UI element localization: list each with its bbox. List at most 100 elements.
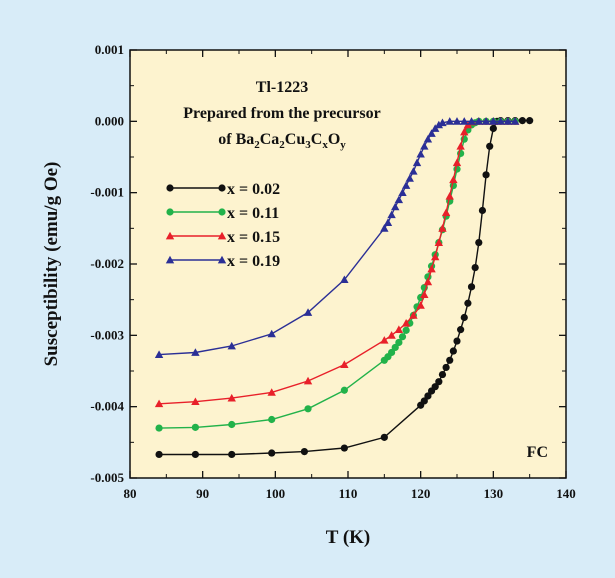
data-point bbox=[475, 239, 483, 247]
data-point bbox=[191, 348, 200, 356]
x-tick-label: 120 bbox=[411, 486, 431, 501]
y-tick-label: -0.005 bbox=[90, 470, 124, 485]
data-point bbox=[481, 117, 491, 125]
legend-item: x = 0.15 bbox=[165, 229, 280, 246]
legend-label: x = 0.15 bbox=[227, 229, 280, 246]
data-point bbox=[416, 149, 425, 158]
y-tick-label: -0.003 bbox=[90, 327, 124, 342]
data-point bbox=[460, 117, 469, 125]
data-point bbox=[267, 329, 276, 338]
data-point bbox=[405, 174, 414, 182]
data-point bbox=[154, 350, 164, 358]
legend-marker bbox=[217, 255, 227, 264]
x-tick-label: 110 bbox=[339, 486, 358, 501]
data-point bbox=[268, 415, 276, 424]
data-point bbox=[489, 124, 497, 133]
legend-marker bbox=[218, 208, 226, 216]
data-point bbox=[412, 158, 422, 167]
data-point bbox=[340, 444, 348, 452]
data-point bbox=[457, 326, 465, 334]
data-point bbox=[395, 338, 403, 347]
data-point bbox=[460, 313, 468, 322]
data-point bbox=[380, 224, 389, 232]
data-point bbox=[398, 188, 407, 197]
data-point bbox=[427, 264, 436, 273]
data-point bbox=[340, 386, 348, 394]
data-point bbox=[452, 158, 462, 167]
data-point bbox=[442, 363, 450, 372]
series-line bbox=[159, 119, 530, 456]
formula-sub: y bbox=[340, 139, 346, 151]
data-point bbox=[394, 325, 404, 333]
series-3 bbox=[154, 117, 520, 358]
data-point bbox=[441, 208, 451, 216]
y-axis-title: Susceptibility (emu/g Oe) bbox=[41, 162, 62, 367]
legend-marker bbox=[166, 184, 174, 192]
x-tick-label: 80 bbox=[124, 486, 137, 501]
data-point bbox=[391, 202, 400, 211]
x-tick-label: 90 bbox=[196, 486, 209, 501]
y-tick-label: -0.002 bbox=[90, 256, 124, 271]
data-point bbox=[304, 405, 312, 413]
data-point bbox=[391, 343, 399, 352]
data-point bbox=[434, 120, 444, 129]
legend-marker bbox=[165, 255, 175, 264]
formula-element: Cu bbox=[285, 131, 306, 148]
data-point bbox=[489, 117, 498, 125]
data-point bbox=[474, 117, 483, 125]
x-tick-label: 100 bbox=[266, 486, 286, 501]
data-point bbox=[445, 117, 454, 125]
data-point bbox=[155, 424, 163, 432]
legend-item: x = 0.11 bbox=[166, 205, 279, 222]
data-point bbox=[464, 299, 472, 307]
data-point bbox=[423, 277, 433, 286]
data-point bbox=[496, 117, 505, 125]
formula-sub: x bbox=[322, 139, 328, 151]
formula-element: Ca bbox=[260, 131, 280, 148]
data-point bbox=[518, 117, 527, 125]
data-point bbox=[424, 392, 432, 400]
formula-prefix: of Ba bbox=[218, 131, 254, 148]
data-point bbox=[409, 167, 418, 175]
data-point bbox=[191, 423, 199, 431]
data-point bbox=[380, 336, 389, 344]
data-point bbox=[227, 393, 236, 402]
y-tick-label: -0.004 bbox=[90, 399, 124, 414]
data-point bbox=[420, 290, 429, 299]
data-point bbox=[435, 378, 443, 386]
axis-ticks: 80 90 100 110 120 130 140 0.001 0.000 -0.001 -0.00… bbox=[90, 42, 575, 501]
data-point bbox=[383, 218, 393, 226]
data-point bbox=[388, 348, 396, 357]
data-point bbox=[420, 397, 428, 405]
data-point bbox=[228, 420, 236, 429]
data-point bbox=[340, 360, 349, 368]
legend-item: x = 0.02 bbox=[166, 181, 280, 198]
data-point bbox=[227, 341, 236, 350]
legend-marker bbox=[165, 231, 175, 240]
legend-marker bbox=[166, 208, 174, 216]
data-point bbox=[449, 347, 457, 355]
data-point bbox=[423, 134, 433, 143]
y-tick-label: 0.000 bbox=[95, 113, 124, 128]
data-point bbox=[460, 127, 469, 136]
data-point bbox=[191, 397, 200, 406]
data-point bbox=[446, 356, 454, 364]
data-point bbox=[340, 275, 349, 284]
data-point bbox=[303, 376, 313, 385]
data-point bbox=[427, 129, 436, 137]
legend-item: x = 0.19 bbox=[165, 253, 280, 270]
data-point bbox=[380, 433, 388, 441]
data-point bbox=[191, 450, 199, 459]
data-point bbox=[398, 333, 407, 341]
formula-sub: 2 bbox=[254, 139, 260, 151]
data-point bbox=[420, 142, 429, 150]
legend-label: x = 0.11 bbox=[227, 205, 279, 222]
data-point bbox=[402, 326, 410, 334]
legend-marker bbox=[218, 184, 226, 192]
data-point bbox=[416, 301, 425, 309]
data-point bbox=[394, 195, 404, 204]
annotation-line-2: Prepared from the precursor bbox=[183, 105, 380, 122]
data-point bbox=[401, 181, 411, 189]
formula-element: C bbox=[311, 131, 323, 148]
data-point bbox=[467, 283, 476, 291]
